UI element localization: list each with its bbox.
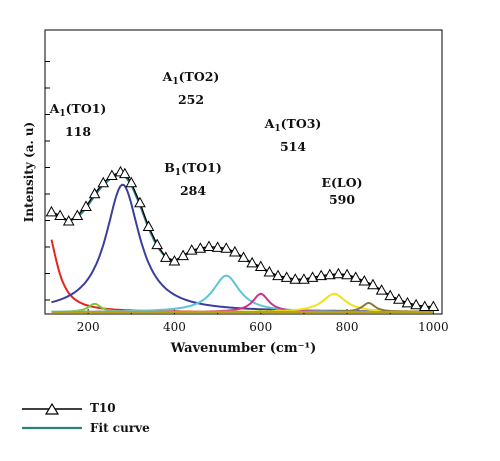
- plot-frame: [44, 29, 443, 315]
- x-axis-label: Wavenumber (cm⁻¹): [170, 341, 317, 356]
- x-tick-label-200: 200: [77, 320, 100, 334]
- t10-point-38: [367, 278, 379, 290]
- triangle-line-icon: [22, 402, 82, 415]
- t10-point-33: [323, 268, 336, 280]
- t10-point-45: [427, 300, 440, 312]
- t10-point-13: [151, 238, 164, 250]
- annotation-a1-to1: A1(TO1) 118: [49, 101, 107, 139]
- t10-point-5: [88, 187, 101, 199]
- x-tick-label-600: 600: [249, 320, 272, 334]
- t10-point-36: [349, 271, 362, 282]
- component-peak-0: [50, 239, 433, 313]
- t10-point-40: [384, 289, 397, 301]
- t10-point-30: [298, 273, 310, 284]
- t10-point-28: [280, 271, 293, 282]
- annotation-b1-to1: B1(TO1) 284: [164, 160, 222, 198]
- series-lines: [45, 165, 440, 312]
- t10-point-11: [134, 196, 146, 208]
- t10-point-32: [315, 269, 328, 281]
- fit-line-icon: [22, 426, 82, 430]
- t10-point-26: [263, 265, 276, 277]
- axis-labels: Wavenumber (cm⁻¹) Intensity (a. u): [22, 122, 316, 356]
- t10-point-10: [125, 176, 138, 188]
- t10-point-27: [272, 269, 284, 281]
- t10-point-19: [203, 240, 215, 251]
- t10-point-4: [80, 200, 92, 211]
- t10-point-16: [177, 249, 189, 261]
- t10-point-37: [358, 275, 371, 286]
- t10-point-17: [185, 244, 198, 255]
- legend-label-t10: T10: [90, 401, 116, 415]
- t10-point-12: [142, 220, 155, 231]
- annotation-a1-to2: A1(TO2) 252: [162, 69, 220, 107]
- t10-point-3: [71, 209, 84, 221]
- t10-point-42: [401, 296, 414, 308]
- t10-point-14: [159, 251, 172, 262]
- t10-point-15: [168, 255, 181, 266]
- t10-point-23: [237, 251, 250, 262]
- t10-point-31: [306, 271, 319, 282]
- t10-point-44: [418, 300, 431, 312]
- t10-point-1: [54, 209, 66, 221]
- t10-point-6: [97, 176, 110, 188]
- annotation-e-lo: E(LO) 590: [321, 175, 363, 207]
- legend-label-fit-curve: Fit curve: [90, 421, 150, 435]
- t10-point-29: [289, 273, 302, 284]
- legend-item-t10: T10: [22, 398, 150, 418]
- t10-point-9: [118, 167, 131, 179]
- t10-point-39: [375, 284, 388, 295]
- x-tick-label-800: 800: [336, 320, 359, 334]
- t10-point-24: [246, 256, 258, 268]
- fit-components: [50, 183, 434, 313]
- y-axis-label: Intensity (a. u): [22, 122, 36, 222]
- t10-point-43: [410, 298, 422, 310]
- t10-point-20: [211, 241, 224, 252]
- t10-point-0: [45, 205, 58, 217]
- t10-point-18: [194, 242, 207, 253]
- legend: T10 Fit curve: [22, 398, 150, 438]
- t10-point-41: [392, 293, 405, 304]
- annotation-a1-to3: A1(TO3) 514: [264, 116, 322, 154]
- x-tick-label-1000: 1000: [418, 320, 449, 334]
- t10-point-25: [254, 260, 267, 271]
- legend-item-fit-curve: Fit curve: [22, 418, 150, 438]
- x-tick-label-400: 400: [163, 320, 186, 334]
- t10-point-21: [220, 242, 233, 253]
- t10-point-34: [332, 267, 345, 279]
- t10-point-7: [106, 169, 118, 180]
- t10-point-22: [229, 245, 241, 257]
- t10-point-2: [62, 214, 75, 226]
- t10-point-35: [341, 268, 353, 280]
